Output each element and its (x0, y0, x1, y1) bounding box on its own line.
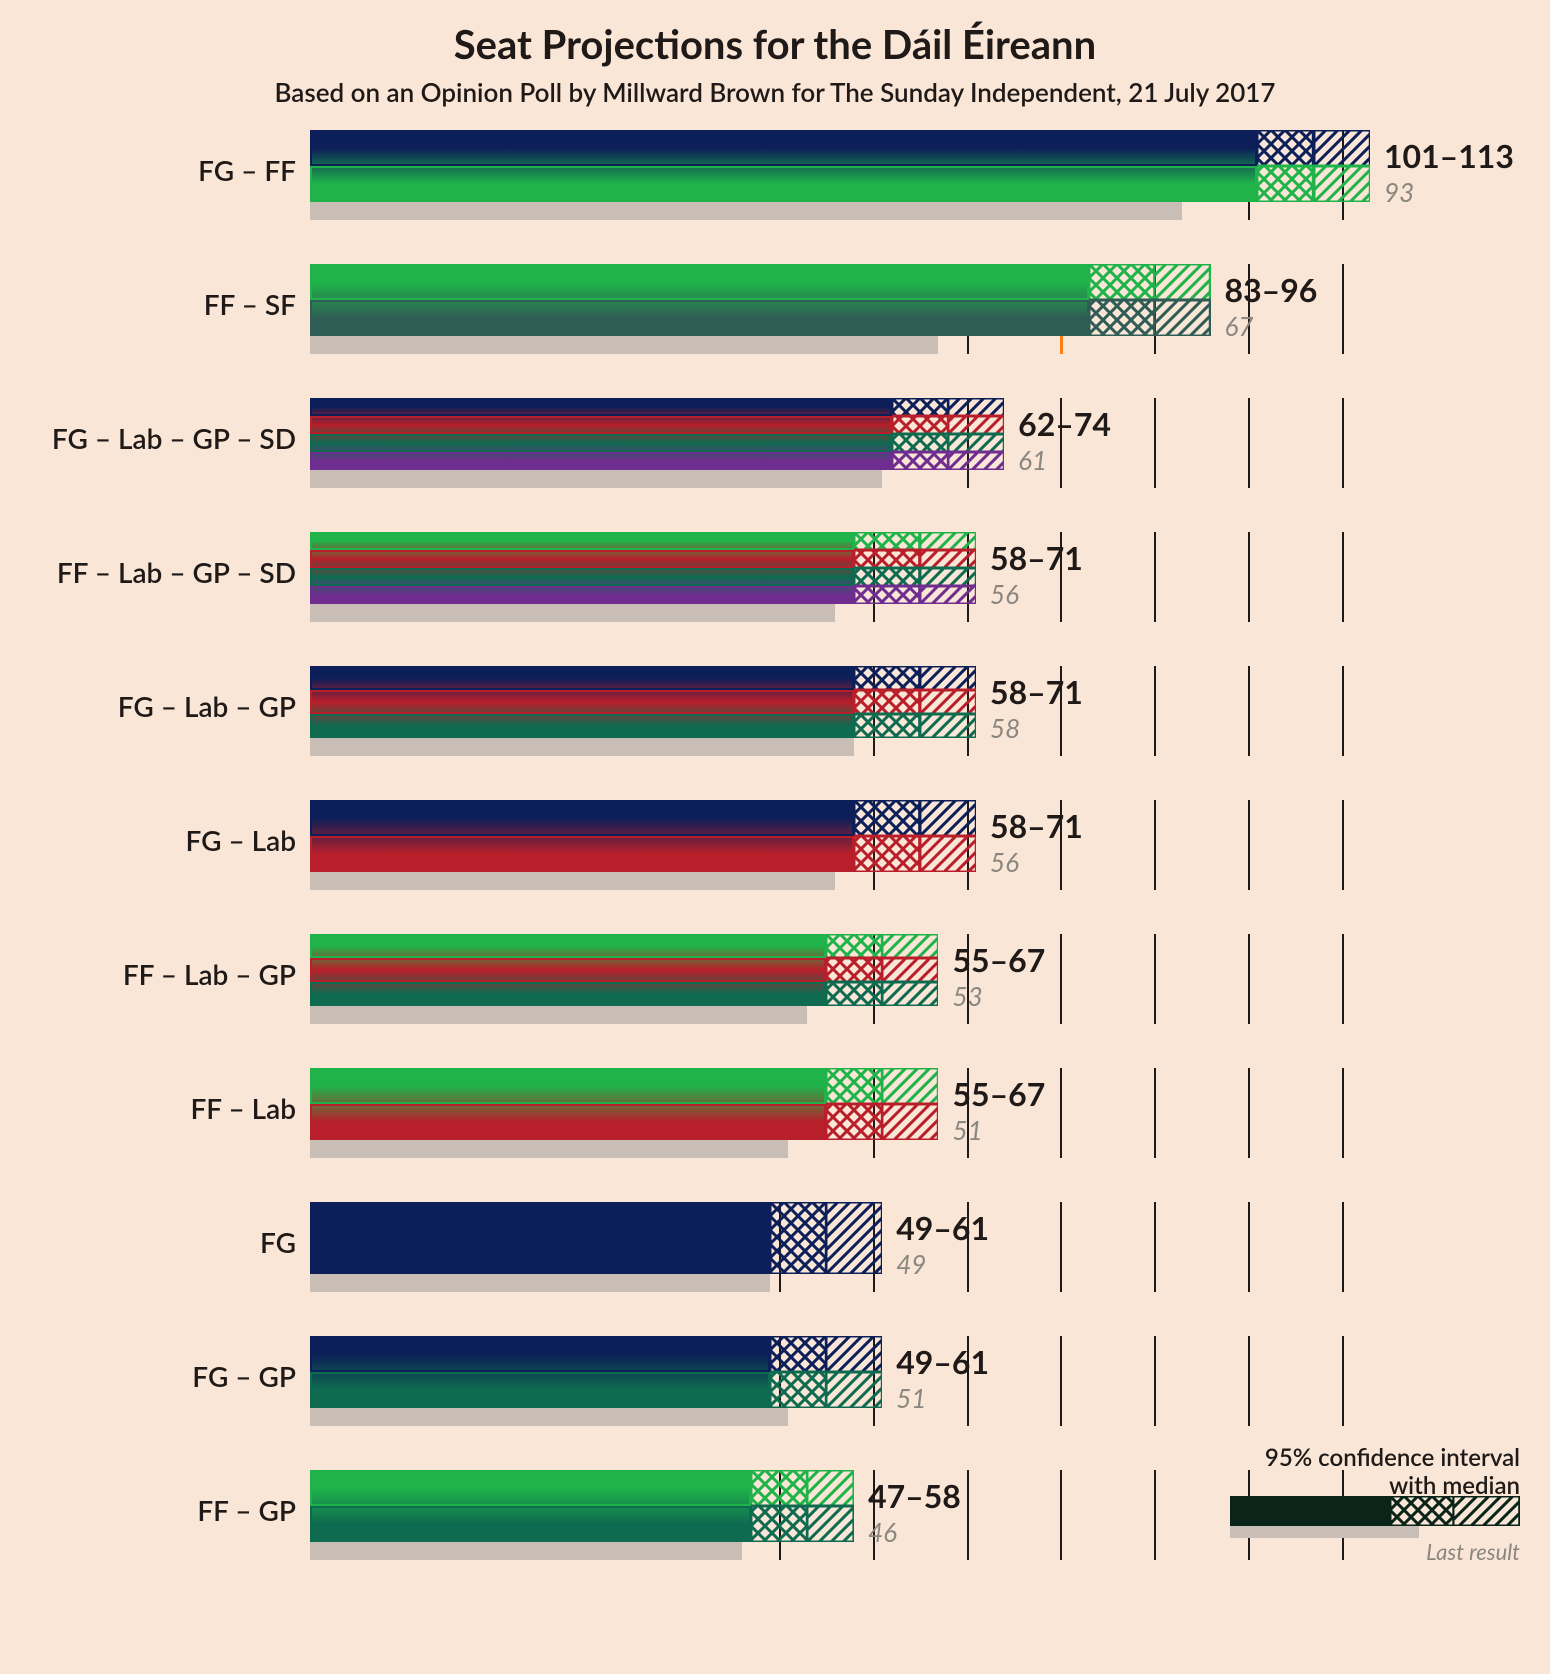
coalition-label: FG – FF (198, 156, 310, 184)
legend-last-bar (1230, 1526, 1419, 1538)
last-value: 67 (1225, 310, 1254, 342)
ci-upper (826, 1202, 882, 1274)
legend-last-label: Last result (1426, 1538, 1520, 1565)
coalition-label: FF – SF (204, 290, 310, 318)
legend-bar (1230, 1496, 1520, 1526)
last-value: 93 (1384, 176, 1414, 208)
coalition-label: FF – Lab – GP (123, 960, 310, 988)
chart-subtitle: Based on an Opinion Poll by Millward Bro… (0, 68, 1550, 108)
bar-solid (310, 398, 892, 470)
bar-solid (310, 1068, 826, 1140)
range-value: 62–74 (1018, 404, 1111, 443)
ci-lower (854, 532, 920, 604)
ci-upper (920, 666, 976, 738)
ci-lower (770, 1336, 826, 1408)
last-value: 51 (896, 1382, 926, 1414)
ci-upper (882, 934, 938, 1006)
range-value: 101–113 (1384, 136, 1514, 175)
range-value: 49–61 (896, 1208, 989, 1247)
range-value: 58–71 (990, 806, 1083, 845)
chart-title: Seat Projections for the Dáil Éireann (0, 0, 1550, 68)
last-result-bar (310, 1274, 770, 1292)
ci-upper (1154, 264, 1210, 336)
bar-solid (310, 130, 1257, 202)
range-value: 49–61 (896, 1342, 989, 1381)
ci-upper (948, 398, 1004, 470)
last-result-bar (310, 604, 835, 622)
coalition-label: FG – GP (192, 1362, 310, 1390)
bar-solid (310, 1470, 751, 1542)
range-value: 55–67 (952, 1074, 1045, 1113)
coalition-row: FF – SF 83–9667 (310, 264, 1490, 398)
last-result-bar (310, 470, 882, 488)
last-result-bar (310, 1006, 807, 1024)
range-value: 58–71 (990, 538, 1083, 577)
coalition-row: FG – Lab – GP 58–7158 (310, 666, 1490, 800)
coalition-row: FF – Lab – GP – SD 58–7156 (310, 532, 1490, 666)
coalition-row: FG – Lab – GP – SD 62–7461 (310, 398, 1490, 532)
ci-lower (892, 398, 948, 470)
bar-solid (310, 1202, 770, 1274)
last-result-bar (310, 872, 835, 890)
coalition-label: FG (260, 1228, 310, 1256)
range-value: 83–96 (1225, 270, 1318, 309)
ci-lower (1089, 264, 1155, 336)
last-result-bar (310, 738, 854, 756)
chart-container: © 2020 Filip van Laenen Seat Projections… (0, 0, 1550, 1674)
coalition-label: FG – Lab – GP (118, 692, 310, 720)
bar-solid (310, 264, 1089, 336)
legend-title: 95% confidence intervalwith median (1230, 1444, 1520, 1499)
coalition-row: FG 49–6149 (310, 1202, 1490, 1336)
coalition-label: FG – Lab (185, 826, 310, 854)
coalition-label: FF – GP (197, 1496, 310, 1524)
ci-lower (751, 1470, 807, 1542)
last-result-bar (310, 202, 1182, 220)
last-value: 46 (868, 1516, 897, 1548)
coalition-row: FF – Lab – GP 55–6753 (310, 934, 1490, 1068)
coalition-row: FF – Lab 55–6751 (310, 1068, 1490, 1202)
bar-solid (310, 666, 854, 738)
coalition-row: FG – FF 101–11393 (310, 130, 1490, 264)
coalition-row: FG – Lab 58–7156 (310, 800, 1490, 934)
coalition-label: FG – Lab – GP – SD (52, 424, 310, 452)
ci-lower (1257, 130, 1313, 202)
ci-lower (854, 800, 920, 872)
last-value: 51 (952, 1114, 982, 1146)
coalition-label: FF – Lab (190, 1094, 310, 1122)
ci-upper (920, 800, 976, 872)
last-result-bar (310, 336, 938, 354)
last-value: 58 (990, 712, 1020, 744)
ci-upper (807, 1470, 854, 1542)
last-result-bar (310, 1140, 788, 1158)
ci-upper (920, 532, 976, 604)
range-value: 55–67 (952, 940, 1045, 979)
ci-lower (770, 1202, 826, 1274)
bar-solid (310, 934, 826, 1006)
coalition-label: FF – Lab – GP – SD (57, 558, 310, 586)
bar-solid (310, 532, 854, 604)
plot-area: FG – FF 101–11393FF – SF 83–9667FG – Lab… (310, 130, 1490, 1650)
bar-solid (310, 1336, 770, 1408)
last-value: 49 (896, 1248, 926, 1280)
ci-lower (826, 934, 882, 1006)
legend: 95% confidence intervalwith median Last … (1230, 1444, 1520, 1564)
range-value: 58–71 (990, 672, 1083, 711)
last-result-bar (310, 1408, 788, 1426)
ci-lower (854, 666, 920, 738)
ci-upper (826, 1336, 882, 1408)
ci-upper (1314, 130, 1370, 202)
last-value: 56 (990, 578, 1019, 610)
last-value: 61 (1018, 444, 1047, 476)
last-result-bar (310, 1542, 742, 1560)
last-value: 53 (952, 980, 982, 1012)
ci-lower (826, 1068, 882, 1140)
bar-solid (310, 800, 854, 872)
last-value: 56 (990, 846, 1019, 878)
ci-upper (882, 1068, 938, 1140)
range-value: 47–58 (868, 1476, 961, 1515)
